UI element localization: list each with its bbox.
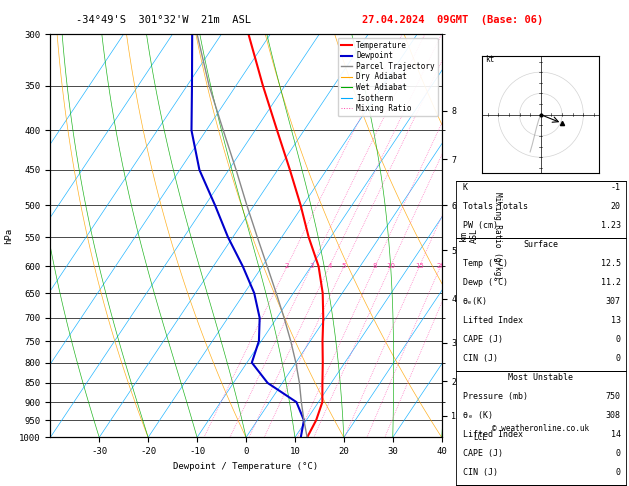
Legend: Temperature, Dewpoint, Parcel Trajectory, Dry Adiabat, Wet Adiabat, Isotherm, Mi: Temperature, Dewpoint, Parcel Trajectory…: [338, 38, 438, 116]
Text: θₑ (K): θₑ (K): [462, 411, 493, 420]
Text: 20: 20: [436, 263, 445, 269]
Text: 750: 750: [606, 392, 621, 401]
Text: PW (cm): PW (cm): [462, 221, 498, 230]
Text: -1: -1: [611, 183, 621, 192]
Text: 12.5: 12.5: [601, 259, 621, 268]
Text: CIN (J): CIN (J): [462, 354, 498, 363]
Text: 14: 14: [611, 430, 621, 439]
Text: 8: 8: [373, 263, 377, 269]
Text: CAPE (J): CAPE (J): [462, 335, 503, 344]
Text: CIN (J): CIN (J): [462, 468, 498, 477]
Text: 11.2: 11.2: [601, 278, 621, 287]
Text: CAPE (J): CAPE (J): [462, 449, 503, 458]
Bar: [455, 371, 626, 485]
Bar: [455, 238, 626, 371]
Text: Most Unstable: Most Unstable: [508, 373, 573, 382]
Text: 15: 15: [415, 263, 424, 269]
Text: 0: 0: [616, 468, 621, 477]
Y-axis label: hPa: hPa: [4, 227, 14, 244]
Text: 0: 0: [616, 335, 621, 344]
Text: Surface: Surface: [523, 240, 559, 249]
Text: Totals Totals: Totals Totals: [462, 202, 528, 211]
Text: 10: 10: [386, 263, 395, 269]
Y-axis label: km
ASL: km ASL: [459, 228, 479, 243]
Text: 2: 2: [285, 263, 289, 269]
Bar: [455, 181, 626, 238]
Text: Lifted Index: Lifted Index: [462, 430, 523, 439]
Bar: [455, 485, 626, 486]
Text: Pressure (mb): Pressure (mb): [462, 392, 528, 401]
Text: 4: 4: [327, 263, 331, 269]
Text: θₑ(K): θₑ(K): [462, 297, 487, 306]
Text: kt: kt: [486, 54, 495, 64]
Text: -34°49'S  301°32'W  21m  ASL: -34°49'S 301°32'W 21m ASL: [76, 15, 251, 25]
Text: 0: 0: [616, 449, 621, 458]
X-axis label: Dewpoint / Temperature (°C): Dewpoint / Temperature (°C): [174, 462, 318, 470]
Text: 307: 307: [606, 297, 621, 306]
Text: Temp (°C): Temp (°C): [462, 259, 508, 268]
Text: 13: 13: [611, 316, 621, 325]
Text: K: K: [462, 183, 467, 192]
Text: Dewp (°C): Dewp (°C): [462, 278, 508, 287]
Text: LCL: LCL: [473, 433, 487, 442]
Text: 5: 5: [342, 263, 346, 269]
Text: 20: 20: [611, 202, 621, 211]
Text: Lifted Index: Lifted Index: [462, 316, 523, 325]
Text: 1.23: 1.23: [601, 221, 621, 230]
Text: 3: 3: [309, 263, 314, 269]
Text: 308: 308: [606, 411, 621, 420]
Text: 27.04.2024  09GMT  (Base: 06): 27.04.2024 09GMT (Base: 06): [362, 15, 543, 25]
Text: Mixing Ratio (g/kg): Mixing Ratio (g/kg): [493, 192, 501, 279]
Text: © weatheronline.co.uk: © weatheronline.co.uk: [493, 424, 589, 434]
Text: 0: 0: [616, 354, 621, 363]
